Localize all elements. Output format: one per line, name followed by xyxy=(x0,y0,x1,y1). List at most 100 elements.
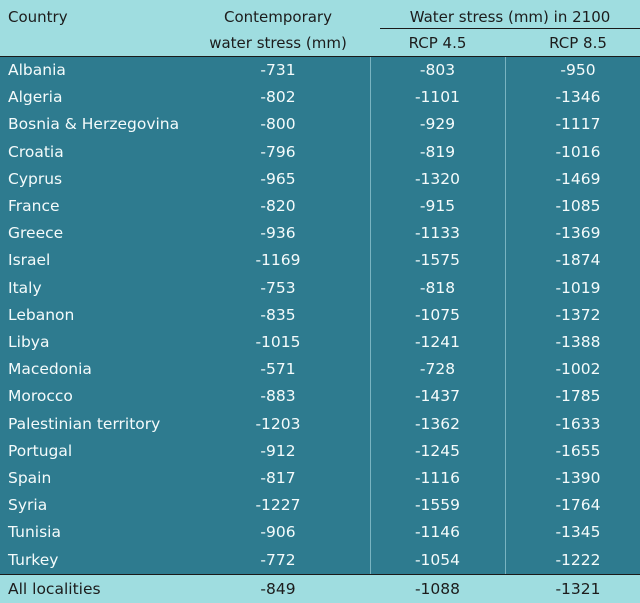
cell-rcp45: -819 xyxy=(419,142,456,161)
table-row: Portugal -912 -1245 -1655 xyxy=(0,438,640,465)
column-separator xyxy=(505,57,506,574)
cell-rcp45: -1116 xyxy=(414,469,461,487)
cell-country: Portugal xyxy=(8,441,73,460)
table-header: Country Contemporary water stress (mm) W… xyxy=(0,0,640,56)
cell-country: Algeria xyxy=(8,88,63,107)
cell-rcp45: -728 xyxy=(419,360,456,379)
cell-rcp45: -1146 xyxy=(414,523,461,542)
cell-rcp85: -1390 xyxy=(555,469,601,487)
cell-contemporary: -820 xyxy=(260,197,296,215)
header-rcp85: RCP 8.5 xyxy=(549,34,607,52)
cell-rcp85: -1345 xyxy=(555,523,601,542)
table-row: Morocco -883 -1437 -1785 xyxy=(0,383,640,410)
cell-rcp85: -1019 xyxy=(555,278,601,297)
table-row: Croatia -796 -819 -1016 xyxy=(0,139,640,166)
cell-rcp85: -1117 xyxy=(555,115,601,134)
footer-rcp45: -1088 xyxy=(414,580,461,598)
footer-rule xyxy=(0,574,640,575)
footer-country: All localities xyxy=(8,580,101,598)
cell-country: Libya xyxy=(8,333,50,351)
cell-rcp45: -1054 xyxy=(414,550,461,569)
cell-rcp85: -1469 xyxy=(555,169,601,188)
cell-rcp45: -915 xyxy=(419,197,456,215)
cell-country: Bosnia & Herzegovina xyxy=(8,115,180,134)
cell-contemporary: -835 xyxy=(260,305,296,324)
cell-rcp85: -1655 xyxy=(555,441,601,460)
cell-rcp85: -1222 xyxy=(555,550,601,569)
cell-contemporary: -817 xyxy=(260,469,296,487)
table-row: Lebanon -835 -1075 -1372 xyxy=(0,302,640,329)
cell-contemporary: -1203 xyxy=(255,414,301,433)
table-footer-row: All localities -849 -1088 -1321 xyxy=(0,575,640,603)
cell-country: Italy xyxy=(8,278,42,297)
cell-contemporary: -1169 xyxy=(255,251,301,270)
cell-rcp45: -1320 xyxy=(414,169,461,188)
cell-country: Spain xyxy=(8,469,52,487)
cell-country: Cyprus xyxy=(8,169,63,188)
table-row: Albania -731 -803 -950 xyxy=(0,57,640,84)
cell-country: Lebanon xyxy=(8,305,75,324)
cell-contemporary: -936 xyxy=(260,224,296,243)
cell-rcp45: -1575 xyxy=(414,251,461,270)
cell-country: Palestinian territory xyxy=(8,414,161,433)
cell-contemporary: -800 xyxy=(260,115,296,134)
cell-contemporary: -772 xyxy=(260,550,296,569)
cell-rcp45: -803 xyxy=(419,61,456,79)
header-contemporary-line2: water stress (mm) xyxy=(209,34,347,52)
cell-country: Turkey xyxy=(8,550,59,569)
column-separator xyxy=(370,57,371,574)
cell-country: Croatia xyxy=(8,142,64,161)
footer-rcp85: -1321 xyxy=(555,580,601,598)
cell-contemporary: -1015 xyxy=(255,333,301,351)
table-row: Libya -1015 -1241 -1388 xyxy=(0,329,640,356)
cell-rcp85: -1372 xyxy=(555,305,601,324)
cell-country: Syria xyxy=(8,496,48,515)
cell-rcp45: -1101 xyxy=(414,88,461,107)
table-row: Tunisia -906 -1146 -1345 xyxy=(0,519,640,546)
cell-country: Israel xyxy=(8,251,51,270)
cell-rcp45: -1559 xyxy=(414,496,461,515)
cell-contemporary: -1227 xyxy=(255,496,301,515)
table-row: Italy -753 -818 -1019 xyxy=(0,275,640,302)
cell-rcp85: -1016 xyxy=(555,142,601,161)
cell-contemporary: -796 xyxy=(260,142,296,161)
cell-contemporary: -802 xyxy=(260,88,296,107)
cell-contemporary: -965 xyxy=(260,169,296,188)
footer-contemporary: -849 xyxy=(260,580,296,598)
header-group-title: Water stress (mm) in 2100 xyxy=(409,8,611,26)
header-rcp45: RCP 4.5 xyxy=(408,34,467,52)
cell-rcp45: -1133 xyxy=(414,224,461,243)
cell-rcp45: -1437 xyxy=(414,387,461,406)
table-row: Palestinian territory -1203 -1362 -1633 xyxy=(0,411,640,438)
table-body: Albania -731 -803 -950 Algeria -802 -1101 -1346… xyxy=(0,57,640,574)
header-rule xyxy=(0,56,640,57)
cell-rcp85: -1346 xyxy=(555,88,601,107)
cell-country: Macedonia xyxy=(8,360,92,379)
cell-rcp45: -929 xyxy=(419,115,456,134)
cell-rcp45: -1245 xyxy=(414,441,461,460)
cell-contemporary: -912 xyxy=(260,441,296,460)
cell-country: France xyxy=(8,197,60,215)
cell-country: Albania xyxy=(8,61,66,79)
table-row: France -820 -915 -1085 xyxy=(0,193,640,220)
group-underline xyxy=(380,28,640,29)
cell-contemporary: -906 xyxy=(260,523,296,542)
header-country: Country xyxy=(8,8,68,26)
cell-country: Greece xyxy=(8,224,64,243)
cell-rcp45: -818 xyxy=(419,278,456,297)
table-row: Israel -1169 -1575 -1874 xyxy=(0,247,640,274)
table-row: Syria -1227 -1559 -1764 xyxy=(0,492,640,519)
cell-contemporary: -571 xyxy=(260,360,296,379)
table-row: Bosnia & Herzegovina -800 -929 -1117 xyxy=(0,111,640,138)
cell-rcp85: -1785 xyxy=(555,387,601,406)
cell-rcp85: -1085 xyxy=(555,197,601,215)
cell-rcp85: -1874 xyxy=(555,251,601,270)
cell-rcp85: -1633 xyxy=(555,414,601,433)
cell-rcp85: -950 xyxy=(560,61,596,79)
cell-rcp85: -1388 xyxy=(555,333,601,351)
cell-rcp45: -1075 xyxy=(414,305,461,324)
table-row: Spain -817 -1116 -1390 xyxy=(0,465,640,492)
table-row: Greece -936 -1133 -1369 xyxy=(0,220,640,247)
cell-rcp45: -1241 xyxy=(414,333,461,351)
